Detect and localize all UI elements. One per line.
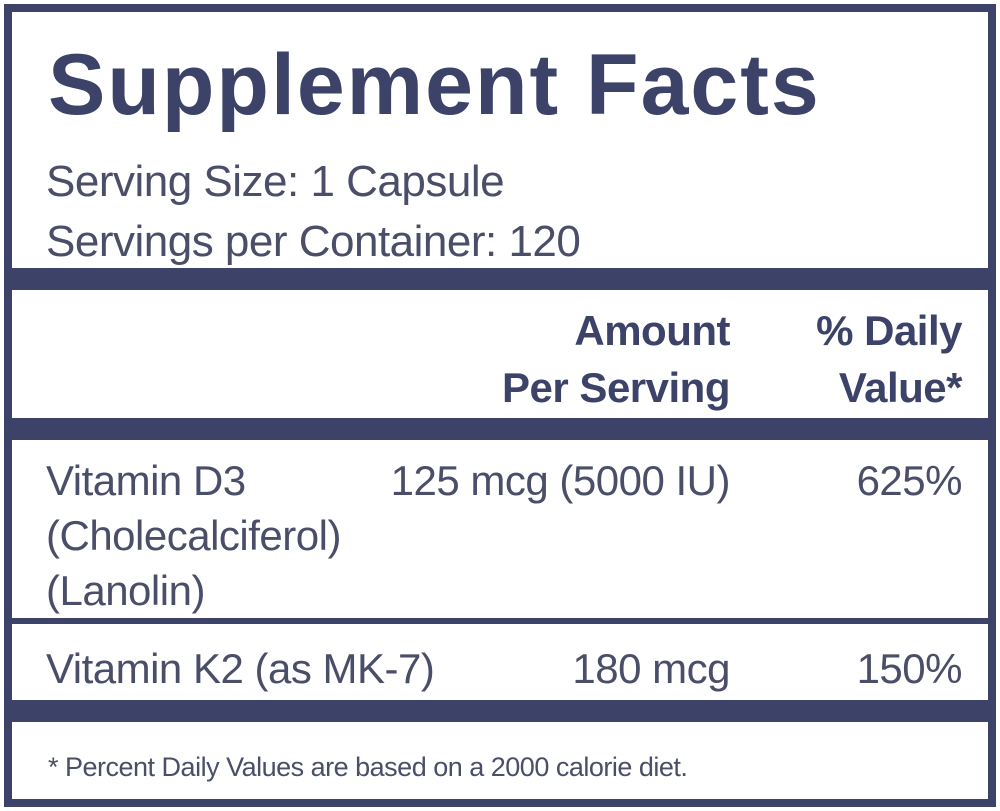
nutrient-name: Vitamin K2 (as MK-7) bbox=[46, 645, 435, 692]
title: Supplement Facts bbox=[48, 37, 821, 133]
daily-value: 150% bbox=[856, 645, 963, 692]
divider-bar bbox=[12, 700, 988, 722]
divider-bar bbox=[12, 418, 988, 440]
footnote: * Percent Daily Values are based on a 20… bbox=[48, 752, 688, 782]
amount: 180 mcg bbox=[572, 645, 730, 692]
nutrient-name: (Lanolin) bbox=[46, 567, 205, 614]
serving-size: Serving Size: 1 Capsule bbox=[46, 157, 505, 206]
column-header: Value* bbox=[838, 364, 963, 411]
column-header: % Daily bbox=[816, 307, 962, 354]
amount: 125 mcg (5000 IU) bbox=[390, 457, 731, 504]
supplement-facts-label: Supplement Facts Serving Size: 1 Capsule… bbox=[4, 4, 996, 807]
nutrient-name: Vitamin D3 bbox=[46, 457, 246, 504]
column-header: Amount bbox=[574, 307, 730, 354]
daily-value: 625% bbox=[856, 457, 963, 504]
row-divider bbox=[12, 618, 988, 624]
divider-bar bbox=[12, 268, 988, 290]
nutrient-name: (Cholecalciferol) bbox=[46, 512, 341, 559]
column-header: Per Serving bbox=[502, 364, 730, 411]
servings-per-container: Servings per Container: 120 bbox=[46, 217, 581, 266]
